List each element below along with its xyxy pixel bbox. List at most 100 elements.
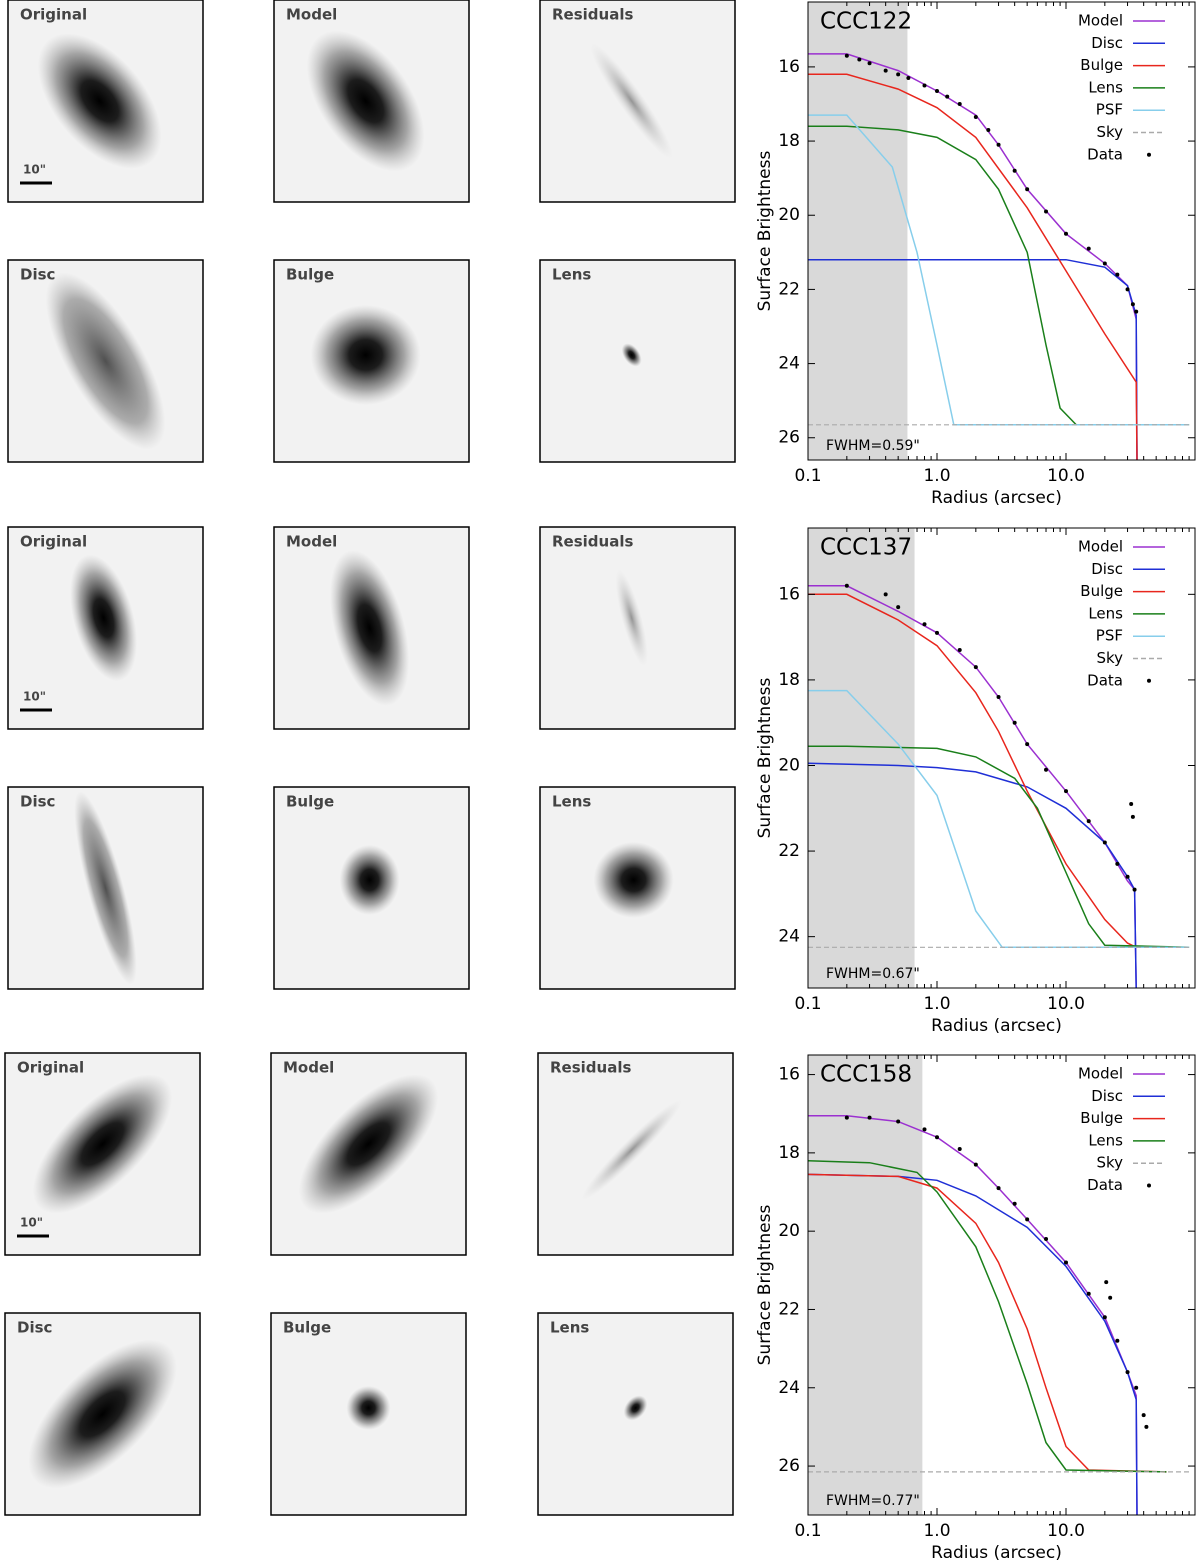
panel-label: Lens	[552, 793, 591, 811]
galaxy-image	[621, 343, 642, 367]
model-curve	[808, 593, 1137, 948]
galaxy-image	[28, 1339, 177, 1489]
data-point	[922, 622, 927, 627]
panel-label: Lens	[550, 1319, 589, 1337]
data-point	[1125, 287, 1130, 292]
panel-label: Original	[20, 533, 87, 551]
panel-label: Bulge	[283, 1319, 331, 1337]
y-axis-label: Surface Brightness	[755, 151, 775, 312]
fwhm-label: FWHM=0.77"	[826, 1493, 920, 1509]
data-point	[996, 1186, 1001, 1191]
galaxy-image	[590, 43, 673, 159]
data-point	[1144, 1424, 1149, 1429]
data-point	[1064, 789, 1068, 794]
psf-shade	[808, 528, 915, 988]
x-tick-label: 10.0	[1047, 466, 1085, 486]
y-tick-label: 20	[778, 1221, 800, 1241]
data-point	[945, 94, 950, 99]
x-tick-label: 10.0	[1047, 1521, 1085, 1541]
galaxy-image	[310, 304, 421, 405]
legend-label: Model	[1078, 1065, 1123, 1083]
model-curve	[808, 1159, 1167, 1473]
legend-label: Lens	[1088, 1131, 1123, 1149]
panel-label: Bulge	[286, 793, 334, 811]
y-tick-label: 26	[778, 1456, 800, 1476]
panel-label: Model	[286, 6, 337, 24]
data-point	[896, 1119, 901, 1124]
data-point	[1130, 814, 1135, 819]
data-point	[906, 76, 911, 81]
y-tick-label: 16	[778, 1065, 800, 1085]
data-point	[1102, 261, 1107, 266]
psf-shade	[808, 1055, 923, 1515]
data-point	[1044, 209, 1049, 214]
data-point	[957, 647, 962, 652]
data-point	[1044, 767, 1049, 772]
galaxy-image	[37, 33, 162, 169]
data-point	[844, 583, 849, 588]
data-point	[1025, 1217, 1030, 1222]
panel-label: Disc	[20, 793, 55, 811]
x-tick-label: 0.1	[794, 994, 821, 1014]
galaxy-image	[74, 791, 137, 985]
legend-label: Data	[1087, 1176, 1123, 1194]
model-curve	[808, 125, 1190, 426]
data-point	[1125, 1370, 1130, 1375]
legend-label: Bulge	[1080, 582, 1123, 600]
y-tick-label: 20	[778, 205, 800, 225]
data-point	[1102, 1315, 1107, 1320]
data-point	[1044, 1237, 1049, 1241]
data-point	[1134, 1385, 1139, 1390]
data-point	[1012, 1201, 1017, 1206]
legend-label: Sky	[1096, 649, 1123, 667]
data-point	[973, 665, 978, 670]
panel-label: Bulge	[286, 266, 334, 284]
data-point	[986, 127, 991, 132]
galaxy-image	[615, 569, 648, 667]
panel-label: Disc	[20, 266, 55, 284]
y-axis-label: Surface Brightness	[755, 1205, 775, 1366]
plot-frame	[807, 527, 1196, 989]
data-point	[1025, 742, 1030, 747]
data-point	[883, 592, 888, 597]
data-point	[1102, 840, 1107, 845]
plot-frame	[807, 1, 1196, 461]
model-curve	[808, 585, 1137, 988]
legend-marker	[1147, 1183, 1151, 1188]
data-point	[935, 630, 939, 635]
fwhm-label: FWHM=0.67"	[826, 966, 920, 982]
x-tick-label: 10.0	[1047, 994, 1085, 1014]
data-point	[896, 605, 901, 610]
chart-title: CCC122	[820, 9, 912, 35]
x-axis-label: Radius (arcsec)	[931, 488, 1062, 508]
data-point	[973, 114, 978, 119]
x-axis-label: Radius (arcsec)	[931, 1016, 1062, 1036]
x-tick-label: 0.1	[794, 1521, 821, 1541]
data-point	[935, 1135, 939, 1140]
y-tick-label: 18	[778, 670, 800, 690]
plot-frame	[807, 1054, 1196, 1516]
y-tick-label: 26	[778, 428, 800, 448]
data-point	[996, 142, 1001, 147]
panel-label: Original	[20, 6, 87, 24]
panel-label: Residuals	[552, 533, 633, 551]
panel-label: Residuals	[552, 6, 633, 24]
image-panel	[539, 259, 736, 463]
galaxy-image	[623, 1395, 648, 1421]
data-point	[1132, 887, 1137, 892]
scale-label: 10"	[23, 690, 46, 704]
panel-label: Original	[17, 1059, 84, 1077]
legend-label: Disc	[1091, 34, 1123, 52]
scale-label: 10"	[23, 163, 46, 177]
galaxy-image	[339, 844, 400, 915]
galaxy-image	[581, 1099, 682, 1200]
model-curve	[808, 258, 1138, 460]
x-axis-label: Radius (arcsec)	[931, 1543, 1062, 1563]
galaxy-image	[329, 550, 410, 706]
panel-label: Model	[283, 1059, 334, 1077]
model-curve	[808, 1173, 1167, 1473]
legend-label: Bulge	[1080, 1109, 1123, 1127]
